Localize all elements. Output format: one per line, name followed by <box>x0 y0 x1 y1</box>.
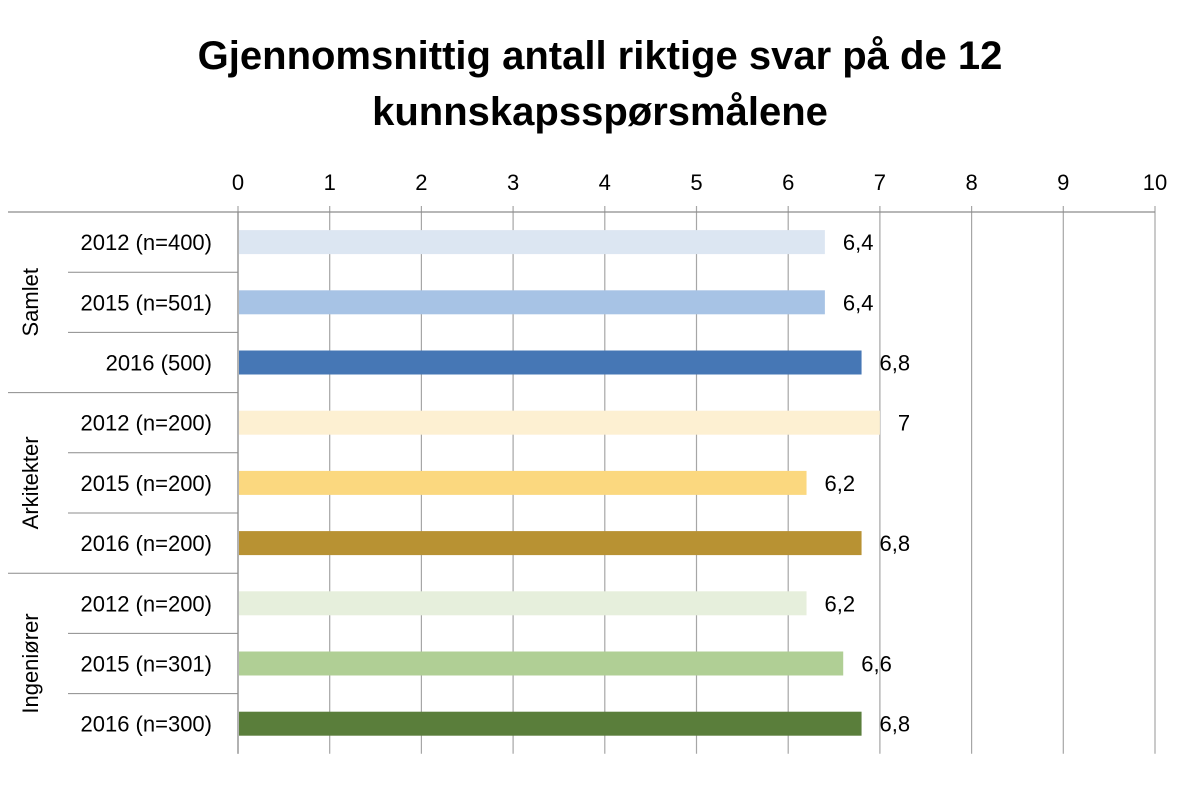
bar <box>239 591 807 616</box>
category-label: 2016 (500) <box>106 351 212 376</box>
bar <box>239 470 807 495</box>
group-label: Ingeniører <box>18 613 43 713</box>
chart-title-line1: Gjennomsnittig antall riktige svar på de… <box>197 34 1003 78</box>
x-tick-label: 0 <box>232 170 244 195</box>
category-label: 2012 (n=200) <box>81 411 213 436</box>
x-tick-label: 2 <box>415 170 427 195</box>
data-label: 6,8 <box>880 531 911 556</box>
x-tick-label: 3 <box>507 170 519 195</box>
x-tick-label: 9 <box>1057 170 1069 195</box>
bar <box>239 290 825 315</box>
category-label: 2015 (n=501) <box>81 290 213 315</box>
x-tick-label: 6 <box>782 170 794 195</box>
chart-title: Gjennomsnittig antall riktige svar på de… <box>0 28 1200 140</box>
data-label: 6,4 <box>843 230 874 255</box>
x-tick-label: 4 <box>599 170 611 195</box>
bar <box>239 651 844 676</box>
category-label: 2016 (n=300) <box>81 712 213 737</box>
bar <box>239 711 862 736</box>
data-label: 7 <box>898 411 910 436</box>
group-label: Arkitekter <box>18 436 43 529</box>
category-label: 2016 (n=200) <box>81 531 213 556</box>
bar <box>239 230 825 255</box>
bar <box>239 531 862 556</box>
x-tick-label: 7 <box>874 170 886 195</box>
data-label: 6,6 <box>861 652 892 677</box>
x-tick-label: 5 <box>690 170 702 195</box>
chart-title-line2: kunnskapsspørsmålene <box>372 90 828 134</box>
bar <box>239 410 880 435</box>
x-tick-label: 8 <box>965 170 977 195</box>
data-label: 6,8 <box>880 351 911 376</box>
category-label: 2012 (n=400) <box>81 230 213 255</box>
data-label: 6,8 <box>880 712 911 737</box>
x-tick-label: 1 <box>324 170 336 195</box>
data-label: 6,4 <box>843 290 874 315</box>
group-label: Samlet <box>18 268 43 336</box>
data-label: 6,2 <box>825 591 856 616</box>
category-label: 2015 (n=200) <box>81 471 213 496</box>
category-label: 2012 (n=200) <box>81 591 213 616</box>
bar <box>239 350 862 375</box>
data-label: 6,2 <box>825 471 856 496</box>
x-tick-label: 10 <box>1143 170 1167 195</box>
category-label: 2015 (n=301) <box>81 652 213 677</box>
